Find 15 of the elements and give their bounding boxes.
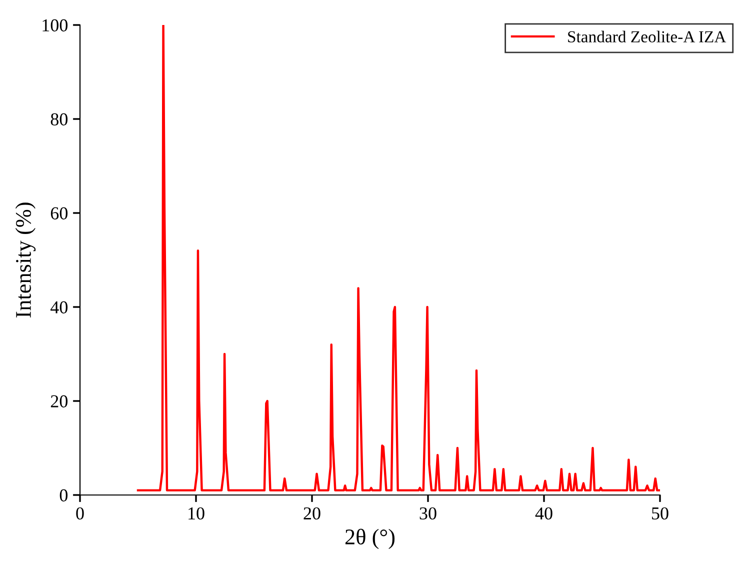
x-tick-label: 40 <box>535 507 552 520</box>
x-tick-label: 20 <box>304 507 320 520</box>
x-tick-label: 10 <box>188 507 204 520</box>
y-tick-label: 100 <box>42 19 68 32</box>
x-axis-title: 2θ (°) <box>345 528 395 550</box>
y-tick-label: 20 <box>50 395 68 408</box>
y-tick-label: 40 <box>50 301 68 314</box>
x-tick-label: 30 <box>420 507 436 520</box>
y-tick-label: 80 <box>50 113 68 126</box>
y-tick-label: 60 <box>50 207 68 220</box>
y-axis-title: Intensity (%) <box>15 202 36 318</box>
x-tick-label: 0 <box>76 507 84 520</box>
y-tick-label: 0 <box>60 489 68 502</box>
legend-label: Standard Zeolite-A IZA <box>568 30 726 42</box>
x-tick-label: 50 <box>652 507 668 520</box>
